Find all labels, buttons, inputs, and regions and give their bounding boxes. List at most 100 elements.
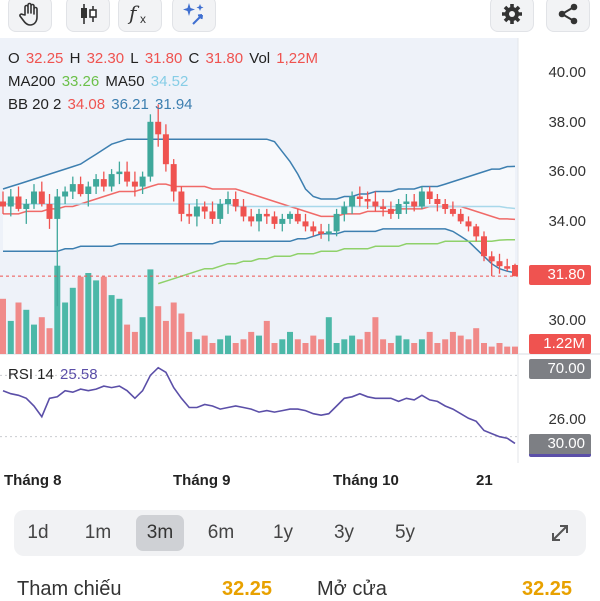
volume-label: Vol — [249, 50, 271, 67]
share-icon[interactable] — [546, 0, 590, 32]
candle — [209, 201, 216, 224]
open-price-row: Mở cửa — [317, 578, 387, 601]
expand-icon[interactable] — [546, 519, 574, 547]
month-label: Tháng 8 — [4, 472, 62, 489]
volume-bar — [263, 320, 270, 354]
day-label: 21 — [476, 472, 493, 489]
period-1y[interactable]: 1y — [272, 522, 294, 543]
ma50-label: MA50 — [105, 73, 145, 90]
price-chart[interactable]: O 32.25 H 32.30 L 31.80 C 31.80 Vol 1,22… — [0, 38, 600, 463]
candle — [147, 114, 154, 182]
rsi-line — [2, 366, 516, 445]
candle — [139, 171, 146, 194]
volume-bar — [481, 343, 487, 354]
ma200-value: 33.26 — [61, 73, 100, 90]
low-label: L — [130, 50, 139, 67]
close-value: 31.80 — [205, 50, 244, 67]
candle — [54, 189, 61, 307]
volume-value: 1,22M — [276, 50, 318, 67]
month-label: Tháng 10 — [333, 472, 399, 489]
chart-canvas[interactable] — [0, 38, 600, 463]
volume-bar — [387, 343, 394, 354]
volume-bar — [294, 339, 301, 354]
volume-bar — [302, 343, 309, 354]
bollinger-lower-line — [3, 228, 516, 274]
bb-lower-value: 31.94 — [154, 96, 193, 113]
volume-bar — [209, 343, 216, 354]
candle — [473, 223, 480, 242]
volume-bar — [364, 331, 371, 354]
rsi-legend: RSI 14 25.58 — [8, 366, 100, 383]
candle — [62, 186, 69, 204]
candle — [201, 201, 208, 219]
candle — [395, 199, 402, 219]
volume-bar — [93, 280, 100, 354]
candle — [426, 186, 433, 204]
volume-bar — [349, 335, 356, 354]
period-6m[interactable]: 6m — [207, 522, 235, 543]
candle — [178, 186, 185, 222]
volume-bar — [38, 317, 45, 354]
volume-bar — [69, 287, 76, 354]
volume-bar — [457, 335, 464, 354]
candle — [225, 191, 231, 214]
magic-sparkle-icon[interactable] — [172, 0, 216, 32]
rsi-oversold-badge: 30.00 — [529, 434, 591, 457]
candle — [364, 191, 371, 209]
candle — [488, 251, 495, 277]
candle — [162, 124, 169, 172]
candle — [279, 213, 286, 232]
period-3y[interactable]: 3y — [333, 522, 355, 543]
gear-icon[interactable] — [490, 0, 534, 32]
candle — [100, 171, 107, 192]
candle — [93, 174, 100, 194]
volume-bar — [100, 276, 107, 354]
hand-pan-icon[interactable] — [8, 0, 52, 32]
candle — [302, 213, 309, 232]
volume-bar — [434, 343, 441, 354]
candle — [496, 253, 503, 274]
rsi-value: 25.58 — [60, 366, 98, 383]
volume-bar — [240, 339, 247, 354]
period-1d[interactable]: 1d — [27, 522, 49, 543]
candle — [387, 201, 394, 219]
volume-bar — [23, 309, 30, 354]
reference-value: 32.25 — [222, 578, 273, 600]
price-tick: 30.00 — [548, 312, 586, 329]
reference-price-row: Tham chiếu — [17, 578, 122, 601]
volume-bar — [178, 313, 185, 354]
ma50-value: 34.52 — [150, 73, 189, 90]
volume-bar — [271, 343, 278, 354]
volume-bar — [170, 302, 177, 354]
volume-bar — [287, 331, 293, 354]
candle — [116, 161, 123, 185]
candle — [155, 104, 162, 147]
candle — [434, 194, 441, 212]
candle — [124, 161, 131, 187]
candlestick-icon[interactable] — [66, 0, 110, 32]
candle — [504, 258, 511, 272]
volume-bar — [372, 317, 379, 354]
open-value: 32.25 — [522, 578, 573, 600]
volume-bar — [488, 346, 495, 354]
month-label: Tháng 9 — [173, 472, 231, 489]
candle — [294, 208, 301, 224]
volume-bar — [77, 276, 84, 354]
volume-bar — [54, 265, 61, 354]
volume-bar — [449, 331, 456, 354]
bb-label: BB 20 2 — [8, 96, 62, 113]
volume-bar — [341, 339, 348, 354]
period-1m[interactable]: 1m — [84, 522, 112, 543]
period-3m[interactable]: 3m — [136, 515, 184, 551]
volume-bar — [116, 298, 123, 354]
candle — [31, 184, 37, 209]
volume-bar — [504, 346, 511, 354]
volume-bar — [333, 343, 340, 354]
period-5y[interactable]: 5y — [394, 522, 416, 543]
volume-bar — [139, 317, 146, 354]
open-label: Mở cửa — [317, 578, 387, 600]
volume-bar — [426, 331, 433, 354]
candle — [256, 208, 262, 232]
last-price-badge: 31.80 — [529, 265, 591, 285]
